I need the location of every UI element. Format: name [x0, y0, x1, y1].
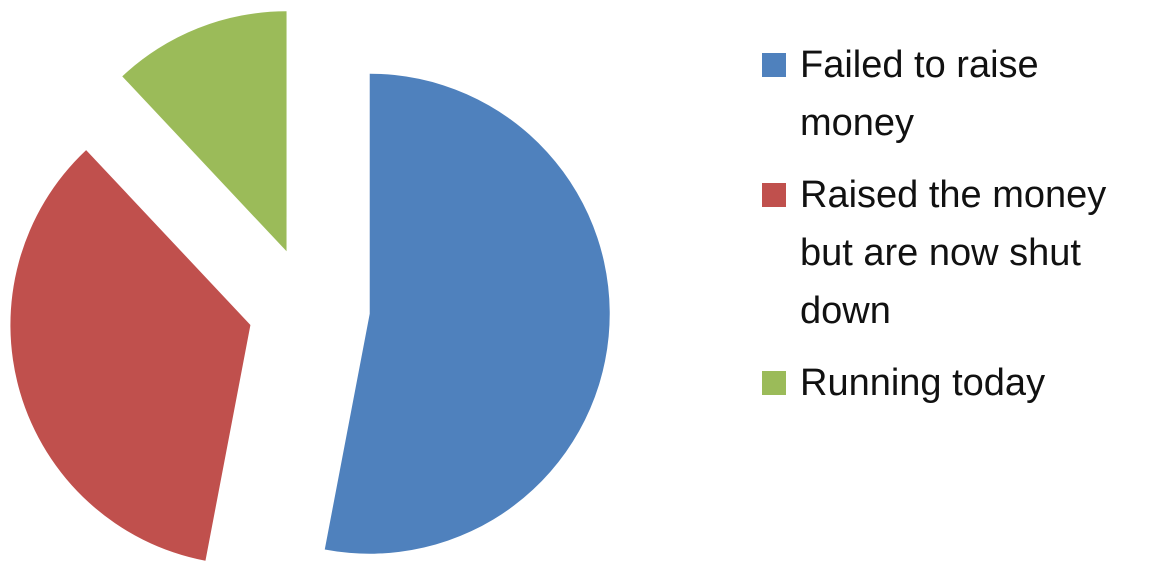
legend-swatch: [762, 183, 786, 207]
pie-slice: [10, 150, 251, 561]
pie-slice: [122, 11, 287, 252]
legend-swatch: [762, 371, 786, 395]
legend-entry: Raised the money but are now shut down: [762, 166, 1152, 340]
pie-slice: [324, 73, 610, 554]
legend-label: Raised the money but are now shut down: [800, 174, 1107, 332]
legend-entry: Running today: [762, 354, 1152, 412]
legend-swatch: [762, 53, 786, 77]
legend: Failed to raise money Raised the money bu…: [762, 36, 1152, 426]
legend-label: Failed to raise money: [800, 44, 1039, 144]
legend-entry: Failed to raise money: [762, 36, 1152, 152]
legend-label: Running today: [800, 362, 1046, 404]
chart: [10, 11, 610, 561]
